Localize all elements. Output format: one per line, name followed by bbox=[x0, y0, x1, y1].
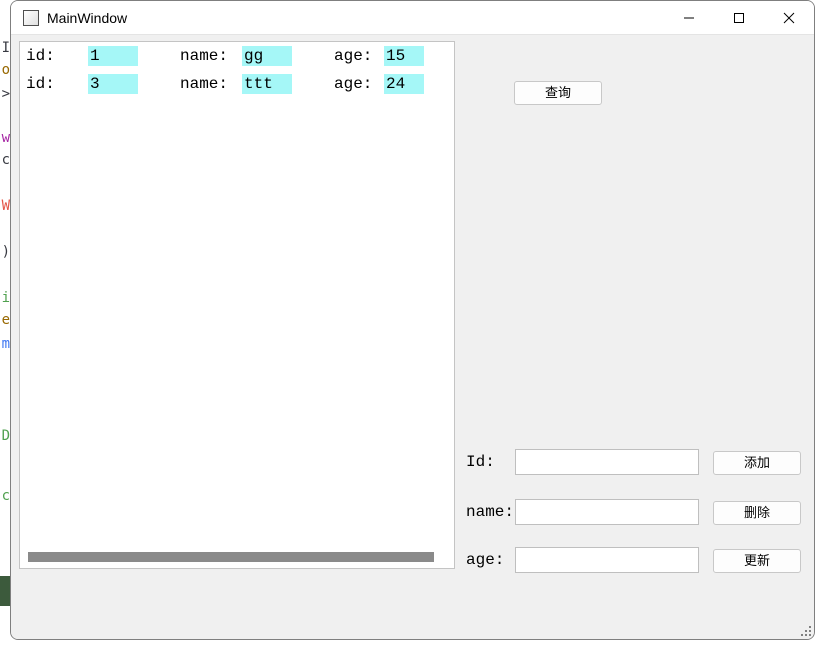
table-row[interactable]: id:3 name:ttt age:24 bbox=[20, 70, 454, 98]
name-col-label: name: bbox=[180, 75, 242, 93]
id-value: 1 bbox=[88, 46, 138, 66]
gutter-char: w bbox=[2, 130, 10, 146]
gutter-char: -c bbox=[0, 152, 10, 168]
age-value: 15 bbox=[384, 46, 424, 66]
name-value: ttt bbox=[242, 74, 292, 94]
update-button[interactable]: 更新 bbox=[713, 549, 801, 573]
age-label: age: bbox=[466, 551, 504, 569]
add-button[interactable]: 添加 bbox=[713, 451, 801, 475]
maximize-button[interactable] bbox=[714, 1, 764, 35]
table-row[interactable]: id:1 name:gg age:15 bbox=[20, 42, 454, 70]
horizontal-scrollbar[interactable] bbox=[28, 552, 434, 562]
age-col-label: age: bbox=[334, 75, 384, 93]
query-button[interactable]: 查询 bbox=[514, 81, 602, 105]
resize-grip-icon[interactable] bbox=[796, 621, 812, 637]
name-input[interactable] bbox=[515, 499, 699, 525]
id-input[interactable] bbox=[515, 449, 699, 475]
age-input[interactable] bbox=[515, 547, 699, 573]
gutter-char: m bbox=[2, 336, 10, 352]
age-col-label: age: bbox=[334, 47, 384, 65]
gutter-char: 'c bbox=[0, 488, 10, 504]
minimize-button[interactable] bbox=[664, 1, 714, 35]
title-bar[interactable]: MainWindow bbox=[11, 1, 814, 35]
client-area: id:1name:ggage:15id:3name:tttage:24 查询 I… bbox=[11, 35, 814, 639]
gutter-char: 'D bbox=[0, 428, 10, 444]
name-label: name: bbox=[466, 503, 514, 521]
id-col-label: id: bbox=[26, 75, 88, 93]
delete-button[interactable]: 删除 bbox=[713, 501, 801, 525]
gutter-char: > bbox=[2, 86, 10, 102]
close-button[interactable] bbox=[764, 1, 814, 35]
age-value: 24 bbox=[384, 74, 424, 94]
app-icon bbox=[23, 10, 39, 26]
gutter-char: :I bbox=[0, 40, 10, 56]
name-value: gg bbox=[242, 46, 292, 66]
gutter-char: i bbox=[2, 290, 10, 306]
window-title: MainWindow bbox=[47, 10, 127, 26]
id-label: Id: bbox=[466, 453, 495, 471]
records-list[interactable]: id:1 name:gg age:15 id:3 name:ttt age:24 bbox=[19, 41, 455, 569]
main-window: MainWindow id:1name:ggage:15id:3name:ttt… bbox=[10, 0, 815, 640]
gutter-decoration bbox=[0, 576, 10, 606]
id-col-label: id: bbox=[26, 47, 88, 65]
gutter-char: e bbox=[2, 312, 10, 328]
id-value: 3 bbox=[88, 74, 138, 94]
name-col-label: name: bbox=[180, 47, 242, 65]
editor-gutter: :I o > w -c W) iem 'D 'c bbox=[0, 0, 10, 647]
gutter-char: ) bbox=[2, 244, 10, 260]
gutter-char: W bbox=[2, 198, 10, 214]
gutter-char: o bbox=[2, 62, 10, 78]
